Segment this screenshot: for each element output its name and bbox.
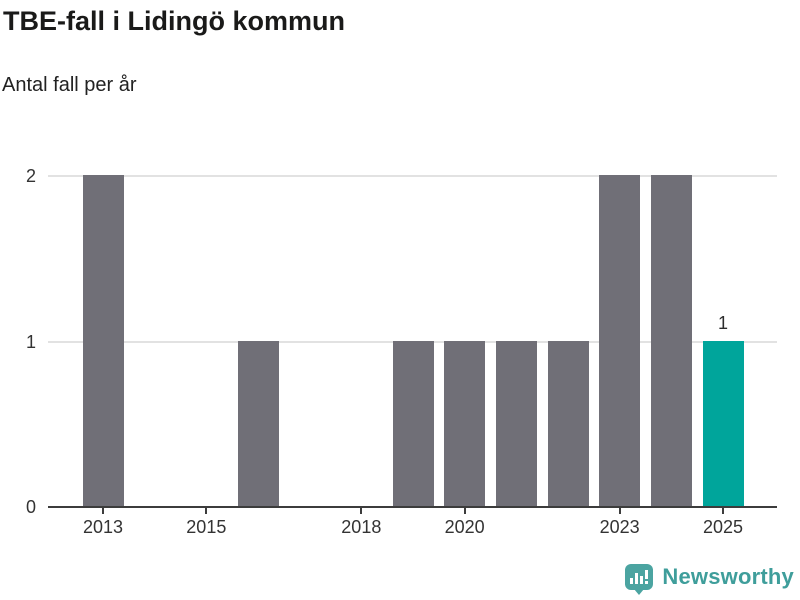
mini-bar-chart-glyph [630, 570, 649, 584]
x-axis-line [48, 506, 777, 508]
bubble-pointer [634, 589, 645, 595]
chart-subtitle: Antal fall per år [2, 74, 137, 96]
chart-title: TBE-fall i Lidingö kommun [3, 6, 345, 36]
y-tick-label-2: 2 [25, 166, 36, 186]
x-tick-label-2025: 2025 [702, 517, 744, 537]
exclamation-glyph [645, 570, 649, 584]
bar-2016 [237, 340, 279, 506]
x-tick-label-2023: 2023 [599, 517, 640, 537]
y-tick-label-0: 0 [25, 497, 36, 517]
x-tick-2025 [722, 508, 724, 514]
bar-2013 [82, 175, 124, 506]
newsworthy-logo: Newsworthy [625, 564, 794, 595]
x-tick-label-2018: 2018 [341, 517, 382, 537]
y-tick-label-1: 1 [25, 331, 36, 352]
data-label-2025: 1 [717, 312, 728, 333]
x-tick-2020 [463, 508, 466, 514]
x-tick-2018 [360, 508, 363, 514]
x-tick-label-2015: 2015 [186, 517, 227, 537]
bar-2020 [444, 340, 486, 506]
bar-2019 [392, 340, 434, 506]
bar-2025 [702, 340, 744, 506]
brand-name: Newsworthy [662, 564, 794, 589]
newsworthy-chart-bubble-icon [625, 564, 654, 595]
bar-2024 [650, 175, 692, 506]
x-tick-label-2020: 2020 [444, 517, 485, 537]
bar-2022 [547, 340, 589, 506]
x-tick-2013 [102, 508, 104, 514]
x-tick-label-2013: 2013 [82, 517, 124, 537]
bar-2021 [495, 340, 537, 506]
bar-2023 [599, 175, 641, 506]
x-tick-2023 [618, 508, 621, 514]
x-tick-2015 [205, 508, 208, 514]
gridline-2 [48, 175, 777, 177]
